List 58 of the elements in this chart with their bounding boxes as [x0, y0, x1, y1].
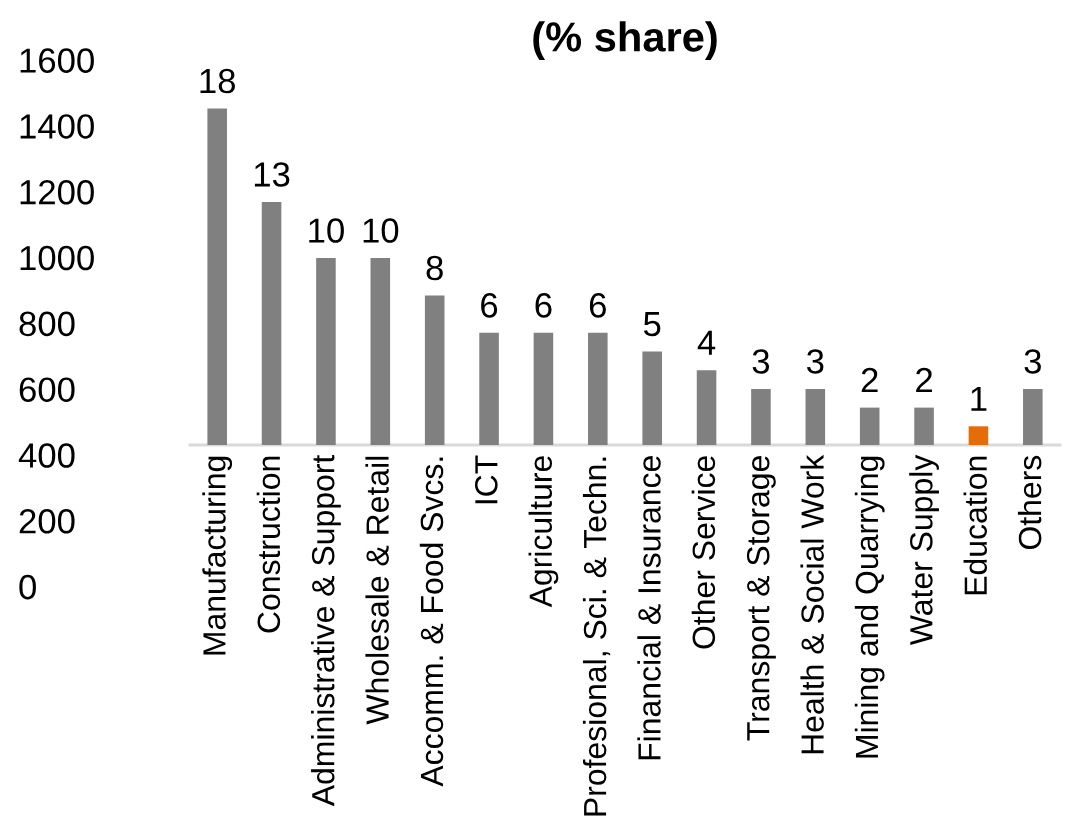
bar: [207, 108, 227, 445]
bar: [261, 201, 282, 445]
data-label: 13: [254, 162, 290, 187]
bar: [696, 370, 717, 445]
data-label: 2: [861, 367, 878, 393]
data-label: 6: [535, 293, 552, 318]
x-tick-label: Construction: [256, 456, 281, 633]
data-label: 4: [697, 330, 716, 355]
x-tick-label: Health & Social Work: [800, 454, 824, 754]
x-tick-label: Financial & Insurance: [637, 456, 661, 760]
y-tick-label: 0: [19, 574, 36, 600]
data-label: 10: [363, 218, 399, 243]
data-label: 3: [806, 349, 824, 374]
data-label: 3: [752, 349, 770, 374]
bar: [479, 332, 499, 445]
y-tick-label: 800: [19, 311, 75, 337]
y-tick-label: 200: [19, 509, 75, 534]
x-tick-label: Manufacturing: [202, 456, 233, 655]
y-tick-label: 400: [18, 443, 75, 468]
bar: [859, 407, 880, 445]
data-label: 18: [200, 68, 235, 94]
bar: [533, 332, 554, 445]
x-tick-label: Accomm. & Food Svcs.: [419, 457, 444, 787]
data-label: 3: [1024, 349, 1041, 374]
y-tick-label: 1400: [20, 114, 94, 139]
bar: [805, 388, 826, 445]
bar: [588, 332, 608, 445]
x-tick-label: Transport & Storage: [746, 456, 776, 741]
data-label: 6: [481, 293, 498, 318]
data-label: 2: [916, 367, 932, 393]
y-tick-label: 600: [19, 377, 75, 402]
bar: [424, 295, 445, 445]
y-tick-label: 1000: [20, 245, 94, 271]
data-label: 5: [643, 312, 661, 337]
x-tick-label: Wholesale & Retail: [365, 456, 389, 725]
x-tick-label: Other Service: [691, 456, 716, 649]
bar: [370, 258, 391, 445]
bar: [1023, 388, 1043, 445]
bar: [751, 388, 771, 445]
bar: [642, 351, 662, 445]
bar: [914, 407, 934, 445]
bar: [968, 426, 989, 445]
data-label: 6: [589, 293, 606, 318]
x-tick-label: Administrative & Support: [311, 454, 341, 807]
x-tick-label: Others: [1017, 455, 1042, 550]
y-tick-label: 1600: [20, 48, 94, 73]
data-label: 8: [426, 255, 443, 281]
x-tick-label: Agriculture: [528, 456, 559, 608]
bar: [316, 258, 336, 445]
data-label: 10: [309, 218, 344, 243]
y-tick-label: 1200: [20, 179, 94, 205]
chart-title: (% share): [533, 21, 717, 60]
data-label: 1: [971, 386, 987, 411]
x-tick-label: ICT: [475, 455, 498, 504]
x-tick-label: Water Supply: [909, 454, 939, 646]
x-tick-label: Mining and Quarrying: [854, 456, 885, 758]
x-tick-label: Profesional, Sci. & Techn.: [582, 457, 611, 816]
x-tick-label: Education: [963, 456, 988, 595]
